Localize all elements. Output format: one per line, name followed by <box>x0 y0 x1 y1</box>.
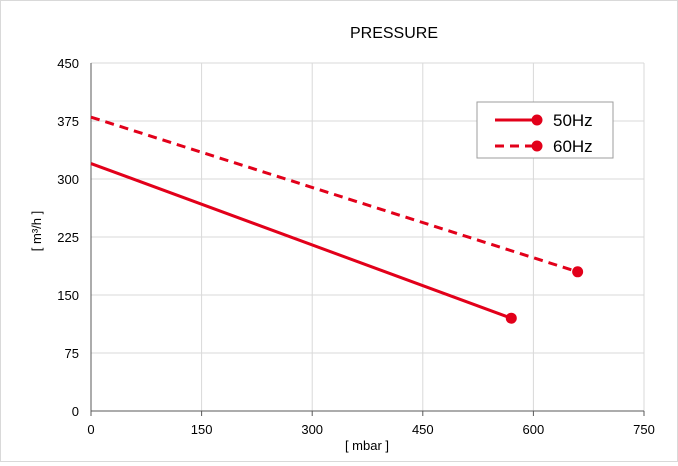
legend-label-50Hz: 50Hz <box>553 111 593 130</box>
y-tick-label: 75 <box>65 346 79 361</box>
y-tick-label: 300 <box>57 172 79 187</box>
series <box>90 115 584 324</box>
x-tick-label: 450 <box>412 422 434 437</box>
x-tick-label: 750 <box>633 422 655 437</box>
y-tick-label: 375 <box>57 114 79 129</box>
legend-marker-60Hz <box>531 140 543 152</box>
y-tick-label: 0 <box>72 404 79 419</box>
y-tick-label: 150 <box>57 288 79 303</box>
axes <box>90 63 645 416</box>
series-end-marker-50Hz <box>505 312 517 324</box>
legend-marker-50Hz <box>531 114 543 126</box>
chart-title: PRESSURE <box>350 25 438 42</box>
x-tick-label: 150 <box>191 422 213 437</box>
x-axis-title: [ mbar ] <box>345 438 389 453</box>
tick-labels: 0 150 300 450 600 750 0 75 150 225 300 375 450 <box>57 56 655 437</box>
series-end-marker-60Hz <box>572 266 584 278</box>
legend-label-60Hz: 60Hz <box>553 137 593 156</box>
y-tick-label: 450 <box>57 56 79 71</box>
y-tick-label: 225 <box>57 230 79 245</box>
legend-box <box>476 101 614 159</box>
legend: 50Hz 60Hz <box>476 101 614 159</box>
series-line-60Hz <box>90 115 579 274</box>
series-line-50Hz <box>90 162 512 320</box>
x-tick-label: 600 <box>523 422 545 437</box>
x-tick-label: 0 <box>87 422 94 437</box>
y-axis-title: [ m³/h ] <box>29 211 44 251</box>
x-tick-label: 300 <box>301 422 323 437</box>
